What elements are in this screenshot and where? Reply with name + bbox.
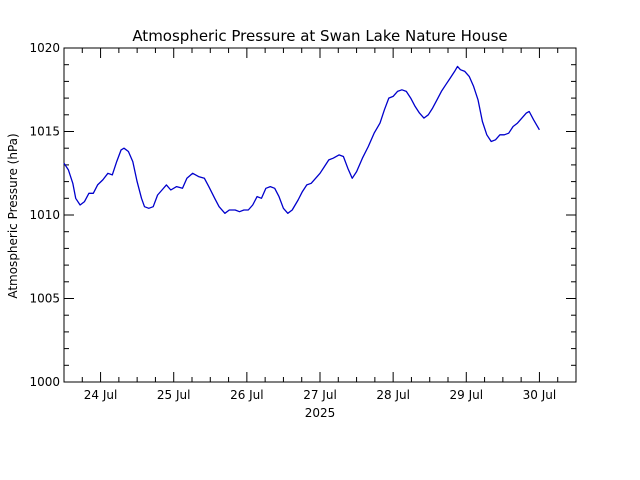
y-tick-label: 1000 — [29, 375, 60, 389]
y-tick-label: 1020 — [29, 41, 60, 55]
x-tick-label: 29 Jul — [450, 388, 484, 402]
x-tick-label: 28 Jul — [376, 388, 410, 402]
x-axis-label: 2025 — [305, 406, 336, 420]
x-tick-label: 24 Jul — [84, 388, 118, 402]
pressure-series-line — [63, 65, 540, 214]
plot-frame — [63, 47, 577, 383]
y-tick-label: 1010 — [29, 208, 60, 222]
plot-border — [63, 47, 577, 383]
y-axis: 1000 1005 1010 1015 1020 — [29, 41, 576, 389]
x-tick-label: 26 Jul — [230, 388, 264, 402]
chart-title: Atmospheric Pressure at Swan Lake Nature… — [132, 27, 507, 45]
x-tick-label: 27 Jul — [303, 388, 337, 402]
y-axis-label: Atmospheric Pressure (hPa) — [6, 133, 20, 298]
y-tick-label: 1005 — [29, 292, 60, 306]
x-axis: 24 Jul 25 Jul 26 Jul 27 Jul 28 Jul 29 Jul 30 J… — [63, 48, 577, 402]
y-tick-label: 1015 — [29, 125, 60, 139]
series-group — [63, 65, 540, 214]
x-tick-label: 30 Jul — [523, 388, 557, 402]
x-tick-label: 25 Jul — [157, 388, 191, 402]
